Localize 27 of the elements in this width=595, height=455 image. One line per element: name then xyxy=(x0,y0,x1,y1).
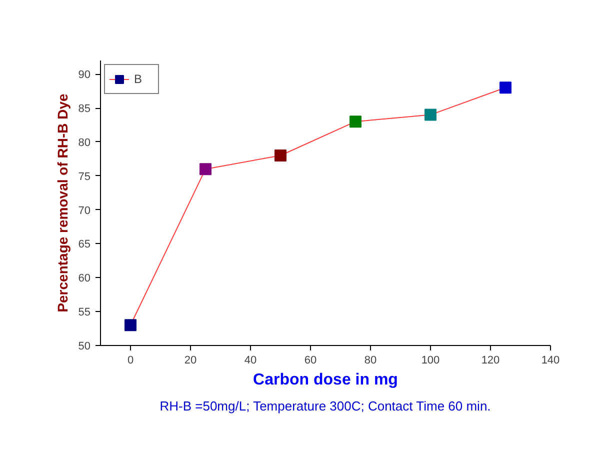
x-tick-label: 60 xyxy=(304,354,317,366)
x-tick-label: 20 xyxy=(184,354,197,366)
y-tick-label: 85 xyxy=(78,103,91,115)
x-axis-title: Carbon dose in mg xyxy=(253,372,398,388)
y-tick-label: 55 xyxy=(78,306,91,319)
point xyxy=(124,319,136,332)
point xyxy=(424,108,436,121)
y-axis-title: Percentage removal of RH-B Dye xyxy=(54,93,70,312)
text: RH-B =50mg/L; Temperature 300C; Contact Time 60 min. xyxy=(160,398,491,414)
x-tick-label: 40 xyxy=(244,354,257,366)
y-tick-label: 90 xyxy=(78,69,91,82)
legend-label: B xyxy=(134,72,144,86)
x-tick-label: 100 xyxy=(421,354,440,366)
x-tick-label: 80 xyxy=(364,354,377,366)
x-tick-label: 140 xyxy=(541,354,560,366)
point xyxy=(500,82,512,94)
y-tick-label: 60 xyxy=(78,272,91,285)
y-tick-label: 65 xyxy=(78,238,91,251)
y-tick-label: 70 xyxy=(78,204,91,217)
y-tick-label: 50 xyxy=(78,340,91,352)
y-tick-label: 80 xyxy=(78,136,91,149)
point xyxy=(200,163,212,176)
point xyxy=(274,150,286,162)
point xyxy=(350,116,362,128)
x-tick-label: 120 xyxy=(481,354,500,366)
x-tick-label: 0 xyxy=(127,354,134,366)
y-tick-label: 75 xyxy=(78,170,91,183)
